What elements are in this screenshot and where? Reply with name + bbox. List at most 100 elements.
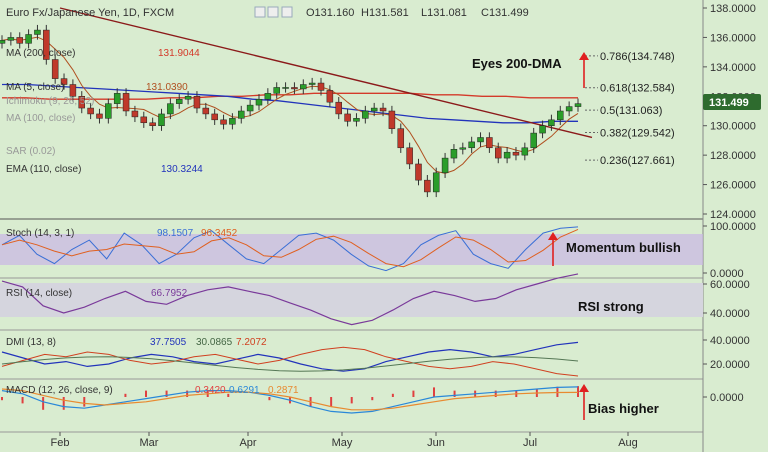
oscillators[interactable]	[1, 226, 579, 414]
candle-body[interactable]	[335, 101, 342, 115]
fib-label[interactable]: 0.236(127.661)	[600, 155, 675, 167]
candle-body[interactable]	[503, 151, 511, 159]
candles[interactable]	[0, 24, 582, 198]
x-tick-label[interactable]: Jul	[523, 437, 537, 449]
candle-body[interactable]	[521, 147, 529, 156]
candle-body[interactable]	[43, 29, 50, 60]
candle-body[interactable]	[353, 118, 360, 122]
dmi-adx-value[interactable]: 7.2072	[236, 337, 267, 348]
x-tick-label[interactable]: Feb	[51, 437, 70, 449]
macd-hist-value[interactable]: 0.3420	[195, 385, 226, 396]
annotation-rsi[interactable]: RSI strong	[578, 299, 644, 314]
stoch-tick-label[interactable]: 100.0000	[710, 221, 756, 233]
candle-body[interactable]	[326, 90, 334, 103]
ma100-label[interactable]: MA (100, close)	[6, 113, 75, 124]
trendline[interactable]	[59, 7, 593, 139]
candle-body[interactable]	[0, 40, 6, 44]
macd-tick-label[interactable]: 0.0000	[710, 392, 744, 404]
stoch-d-line[interactable]	[1, 228, 579, 268]
dmi-tick-label[interactable]: 40.0000	[710, 335, 750, 347]
fib-label[interactable]: 0.5(131.063)	[600, 105, 662, 117]
candle-body[interactable]	[273, 87, 280, 94]
ichimoku-label[interactable]: Ichimoku (9, 26, 52)	[6, 96, 94, 107]
stoch-k-line[interactable]	[1, 226, 579, 272]
candle-body[interactable]	[308, 82, 316, 85]
ma5-label[interactable]: MA (5, close)	[6, 82, 64, 93]
candle-body[interactable]	[211, 113, 218, 121]
sar-label[interactable]: SAR (0.02)	[6, 146, 55, 157]
candle-body[interactable]	[477, 137, 484, 143]
candle-body[interactable]	[7, 37, 15, 41]
price-tick-label[interactable]: 138.0000	[710, 3, 756, 15]
symbol-title[interactable]: Euro Fx/Japanese Yen, 1D, FXCM	[6, 7, 174, 19]
candle-body[interactable]	[238, 110, 245, 119]
stoch-d-value[interactable]: 96.3452	[201, 228, 238, 239]
arrow-momentum-head[interactable]	[548, 232, 558, 240]
candle-body[interactable]	[78, 96, 86, 109]
ma5-line[interactable]	[1, 36, 579, 174]
candle-body[interactable]	[51, 59, 59, 79]
candle-body[interactable]	[548, 119, 555, 126]
annotation-eyes-200dma[interactable]: Eyes 200-DMA	[472, 56, 562, 71]
candle-body[interactable]	[300, 84, 307, 90]
candle-body[interactable]	[16, 37, 23, 44]
annotation-arrows[interactable]	[548, 52, 589, 420]
rsi-label[interactable]: RSI (14, close)	[6, 288, 72, 299]
candle-body[interactable]	[530, 132, 537, 149]
candle-body[interactable]	[282, 87, 289, 89]
candle-body[interactable]	[167, 103, 174, 115]
x-tick-label[interactable]: Aug	[618, 437, 638, 449]
dmi-plus-line[interactable]	[1, 341, 579, 372]
candle-body[interactable]	[459, 147, 467, 150]
x-tick-label[interactable]: Apr	[239, 437, 256, 449]
annotation-momentum[interactable]: Momentum bullish	[566, 240, 681, 255]
candle-body[interactable]	[202, 107, 210, 115]
price-tick-label[interactable]: 136.0000	[710, 32, 756, 44]
price-tick-label[interactable]: 130.0000	[710, 121, 756, 133]
candle-body[interactable]	[96, 113, 103, 119]
candle-body[interactable]	[468, 141, 475, 149]
candle-body[interactable]	[512, 151, 520, 156]
candle-body[interactable]	[264, 93, 272, 100]
candle-body[interactable]	[344, 113, 351, 122]
rsi-tick-label[interactable]: 40.0000	[710, 308, 750, 320]
dmi-tick-label[interactable]: 20.0000	[710, 359, 750, 371]
macd-line[interactable]	[1, 386, 579, 414]
ma200-label[interactable]: MA (200, close)	[6, 48, 75, 59]
candle-body[interactable]	[397, 128, 405, 149]
ohlc-open[interactable]: O131.160	[306, 7, 354, 19]
ohlc-high[interactable]: H131.581	[361, 7, 409, 19]
candle-body[interactable]	[291, 87, 298, 90]
candle-body[interactable]	[60, 78, 68, 85]
candle-body[interactable]	[34, 29, 41, 35]
ema110-label[interactable]: EMA (110, close)	[6, 164, 81, 175]
ema110-line[interactable]	[2, 83, 578, 124]
candle-body[interactable]	[131, 110, 139, 118]
candle-body[interactable]	[574, 103, 582, 107]
candle-body[interactable]	[184, 96, 192, 100]
candle-body[interactable]	[406, 147, 413, 165]
candle-body[interactable]	[25, 34, 32, 44]
ma5-value[interactable]: 131.0390	[146, 82, 188, 93]
visibility-icon[interactable]	[254, 6, 266, 18]
candle-body[interactable]	[565, 106, 573, 112]
candle-body[interactable]	[486, 137, 493, 149]
dmi-label[interactable]: DMI (13, 8)	[6, 337, 56, 348]
current-price-label[interactable]: 131.499	[709, 97, 749, 109]
candle-body[interactable]	[450, 149, 458, 159]
ma200-value[interactable]: 131.9044	[158, 48, 200, 59]
candle-body[interactable]	[424, 179, 431, 193]
x-tick-label[interactable]: May	[332, 437, 353, 449]
ma200-line[interactable]	[2, 92, 578, 100]
x-axis[interactable]: Feb Mar Apr May Jun Jul Aug	[51, 432, 638, 449]
candle-body[interactable]	[255, 98, 263, 106]
dmi-plus-value[interactable]: 37.7505	[150, 337, 187, 348]
fib-label[interactable]: 0.382(129.542)	[600, 127, 675, 139]
rsi-value[interactable]: 66.7952	[151, 288, 188, 299]
y-axis[interactable]: 138.0000136.0000134.0000132.0000130.0000…	[703, 3, 756, 404]
candle-body[interactable]	[379, 107, 387, 112]
candle-body[interactable]	[432, 172, 440, 193]
candle-body[interactable]	[220, 119, 227, 125]
candle-body[interactable]	[557, 110, 564, 121]
